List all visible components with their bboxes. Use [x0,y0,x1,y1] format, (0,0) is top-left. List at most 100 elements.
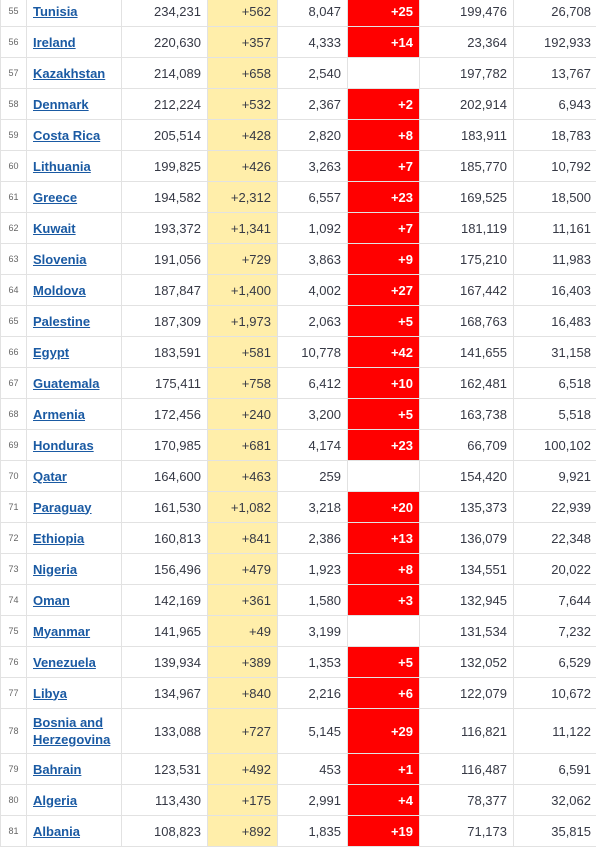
total-recovered-cell: 136,079 [419,522,514,554]
total-deaths-cell: 3,199 [277,615,348,647]
table-row: 67 Guatemala 175,411 +758 6,412 +10 162,481 6,5… [0,367,596,399]
total-cases-cell: 133,088 [121,708,208,754]
new-cases-cell: +840 [207,677,278,709]
total-cases-cell: 172,456 [121,398,208,430]
country-cell: Armenia [26,398,122,430]
country-link[interactable]: Nigeria [33,561,78,577]
rank-cell: 64 [0,274,27,306]
country-link[interactable]: Moldova [33,282,86,298]
country-link[interactable]: Greece [33,189,78,205]
active-cases-cell: 192,933 [513,26,596,58]
total-cases-cell: 187,309 [121,305,208,337]
rank-cell: 58 [0,88,27,120]
country-link[interactable]: Bosnia and Herzegovina [33,715,111,747]
table-row: 72 Ethiopia 160,813 +841 2,386 +13 136,079 22,3… [0,522,596,554]
country-cell: Slovenia [26,243,122,275]
country-link[interactable]: Lithuania [33,158,91,174]
new-deaths-cell: +27 [347,274,420,306]
country-link[interactable]: Kuwait [33,220,76,236]
country-link[interactable]: Denmark [33,96,89,112]
table-row: 55 Tunisia 234,231 +562 8,047 +25 199,476 26,70… [0,0,596,27]
new-deaths-cell: +1 [347,753,420,785]
country-cell: Nigeria [26,553,122,585]
country-cell: Costa Rica [26,119,122,151]
total-deaths-cell: 2,063 [277,305,348,337]
country-cell: Guatemala [26,367,122,399]
total-recovered-cell: 131,534 [419,615,514,647]
new-cases-cell: +357 [207,26,278,58]
rank-cell: 78 [0,708,27,754]
country-link[interactable]: Myanmar [33,623,91,639]
country-cell: Albania [26,815,122,847]
new-deaths-cell: +29 [347,708,420,754]
total-deaths-cell: 1,835 [277,815,348,847]
country-link[interactable]: Algeria [33,792,78,808]
rank-cell: 55 [0,0,27,27]
total-recovered-cell: 71,173 [419,815,514,847]
total-recovered-cell: 132,945 [419,584,514,616]
country-link[interactable]: Ethiopia [33,530,85,546]
rank-cell: 61 [0,181,27,213]
total-deaths-cell: 453 [277,753,348,785]
country-link[interactable]: Honduras [33,437,94,453]
table-row: 81 Albania 108,823 +892 1,835 +19 71,173 35,815 [0,815,596,847]
new-cases-cell: +175 [207,784,278,816]
active-cases-cell: 16,483 [513,305,596,337]
total-deaths-cell: 3,863 [277,243,348,275]
rank-cell: 60 [0,150,27,182]
country-cell: Denmark [26,88,122,120]
country-cell: Algeria [26,784,122,816]
new-cases-cell: +892 [207,815,278,847]
total-deaths-cell: 4,002 [277,274,348,306]
new-cases-cell: +463 [207,460,278,492]
rank-cell: 75 [0,615,27,647]
new-deaths-cell: +14 [347,26,420,58]
new-cases-cell: +532 [207,88,278,120]
country-link[interactable]: Libya [33,685,67,701]
country-link[interactable]: Bahrain [33,761,82,777]
country-link[interactable]: Slovenia [33,251,87,267]
total-deaths-cell: 3,200 [277,398,348,430]
rank-cell: 65 [0,305,27,337]
table-row: 65 Palestine 187,309 +1,973 2,063 +5 168,763 16… [0,305,596,337]
new-cases-cell: +428 [207,119,278,151]
total-deaths-cell: 2,367 [277,88,348,120]
new-cases-cell: +389 [207,646,278,678]
rank-cell: 70 [0,460,27,492]
active-cases-cell: 7,232 [513,615,596,647]
new-deaths-cell: +8 [347,119,420,151]
total-cases-cell: 199,825 [121,150,208,182]
total-deaths-cell: 2,216 [277,677,348,709]
country-link[interactable]: Costa Rica [33,127,101,143]
total-cases-cell: 160,813 [121,522,208,554]
country-link[interactable]: Ireland [33,34,76,50]
new-cases-cell: +581 [207,336,278,368]
active-cases-cell: 6,518 [513,367,596,399]
table-row: 62 Kuwait 193,372 +1,341 1,092 +7 181,119 11,16… [0,212,596,244]
country-link[interactable]: Kazakhstan [33,65,106,81]
active-cases-cell: 11,122 [513,708,596,754]
new-deaths-cell: +9 [347,243,420,275]
country-cell: Bahrain [26,753,122,785]
table-row: 73 Nigeria 156,496 +479 1,923 +8 134,551 20,022 [0,553,596,585]
country-link[interactable]: Guatemala [33,375,100,391]
country-link[interactable]: Paraguay [33,499,92,515]
table-row: 79 Bahrain 123,531 +492 453 +1 116,487 6,591 [0,753,596,785]
country-link[interactable]: Oman [33,592,70,608]
country-link[interactable]: Egypt [33,344,70,360]
country-link[interactable]: Qatar [33,468,67,484]
country-link[interactable]: Palestine [33,313,91,329]
table-row: 61 Greece 194,582 +2,312 6,557 +23 169,525 18,5… [0,181,596,213]
new-deaths-cell: +5 [347,305,420,337]
country-link[interactable]: Venezuela [33,654,96,670]
new-cases-cell: +492 [207,753,278,785]
country-link[interactable]: Tunisia [33,3,78,19]
rank-cell: 67 [0,367,27,399]
rank-cell: 73 [0,553,27,585]
total-recovered-cell: 154,420 [419,460,514,492]
country-link[interactable]: Armenia [33,406,86,422]
new-cases-cell: +1,400 [207,274,278,306]
total-cases-cell: 214,089 [121,57,208,89]
country-link[interactable]: Albania [33,823,80,839]
new-cases-cell: +361 [207,584,278,616]
